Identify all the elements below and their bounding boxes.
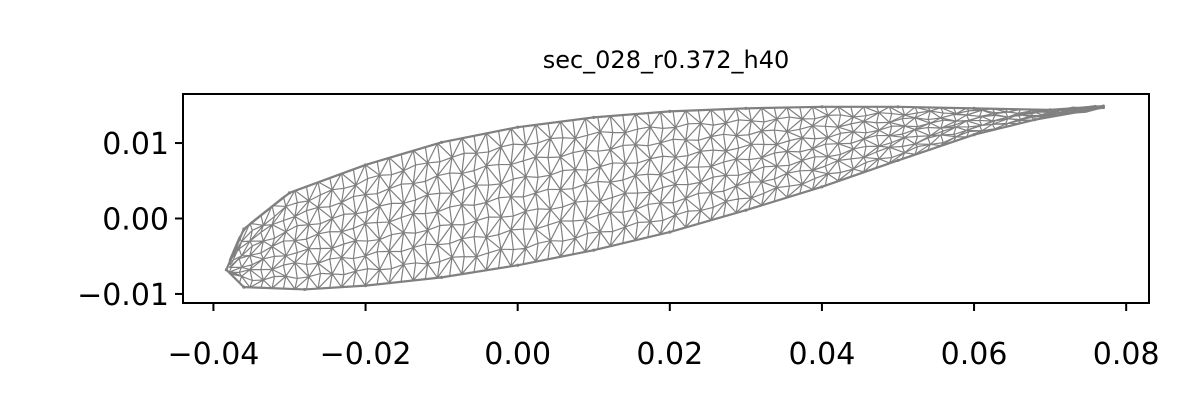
mesh-edges bbox=[228, 104, 1100, 290]
data-point bbox=[1048, 108, 1052, 112]
data-point bbox=[668, 109, 672, 113]
data-point bbox=[287, 191, 292, 195]
x-tick-label: −0.02 bbox=[320, 337, 412, 372]
x-tick-label: 0.04 bbox=[789, 337, 856, 372]
y-tick-label: 0.01 bbox=[102, 127, 169, 162]
data-point bbox=[972, 106, 976, 110]
data-point bbox=[242, 227, 246, 231]
data-point bbox=[820, 105, 824, 109]
data-point bbox=[1101, 105, 1105, 110]
data-point bbox=[363, 163, 368, 167]
data-point bbox=[303, 287, 307, 292]
x-tick-label: 0.08 bbox=[1093, 337, 1160, 372]
airfoil-boundary bbox=[224, 104, 1105, 292]
mesh-layer bbox=[228, 104, 1100, 290]
x-tick-label: 0.02 bbox=[636, 337, 703, 372]
data-point bbox=[516, 263, 520, 267]
x-tick-label: 0.00 bbox=[484, 337, 551, 372]
plot-frame bbox=[182, 93, 1150, 304]
data-point bbox=[592, 248, 596, 252]
data-point bbox=[668, 230, 672, 234]
boundary-series bbox=[225, 104, 1105, 291]
x-tick-label: −0.04 bbox=[167, 337, 259, 372]
y-tick-label: 0.00 bbox=[102, 202, 169, 237]
data-point bbox=[896, 105, 900, 109]
data-point bbox=[440, 140, 444, 144]
data-point bbox=[744, 106, 748, 110]
data-point bbox=[896, 158, 900, 162]
data-point bbox=[592, 115, 596, 119]
y-tick-label: −0.01 bbox=[77, 278, 169, 313]
data-point bbox=[744, 208, 748, 212]
data-point bbox=[440, 275, 444, 279]
data-point bbox=[820, 185, 824, 189]
chart-title: sec_028_r0.372_h40 bbox=[543, 46, 790, 74]
data-point bbox=[242, 285, 246, 289]
y-axis: −0.01 0.00 0.01 bbox=[77, 127, 183, 313]
data-point bbox=[224, 268, 228, 272]
data-point bbox=[1033, 118, 1037, 122]
data-point bbox=[516, 125, 520, 129]
x-axis: −0.04 −0.02 0.00 0.02 0.04 0.06 0.08 bbox=[167, 303, 1160, 372]
x-tick-label: 0.06 bbox=[941, 337, 1008, 372]
data-point bbox=[363, 284, 368, 288]
data-point bbox=[972, 133, 976, 137]
